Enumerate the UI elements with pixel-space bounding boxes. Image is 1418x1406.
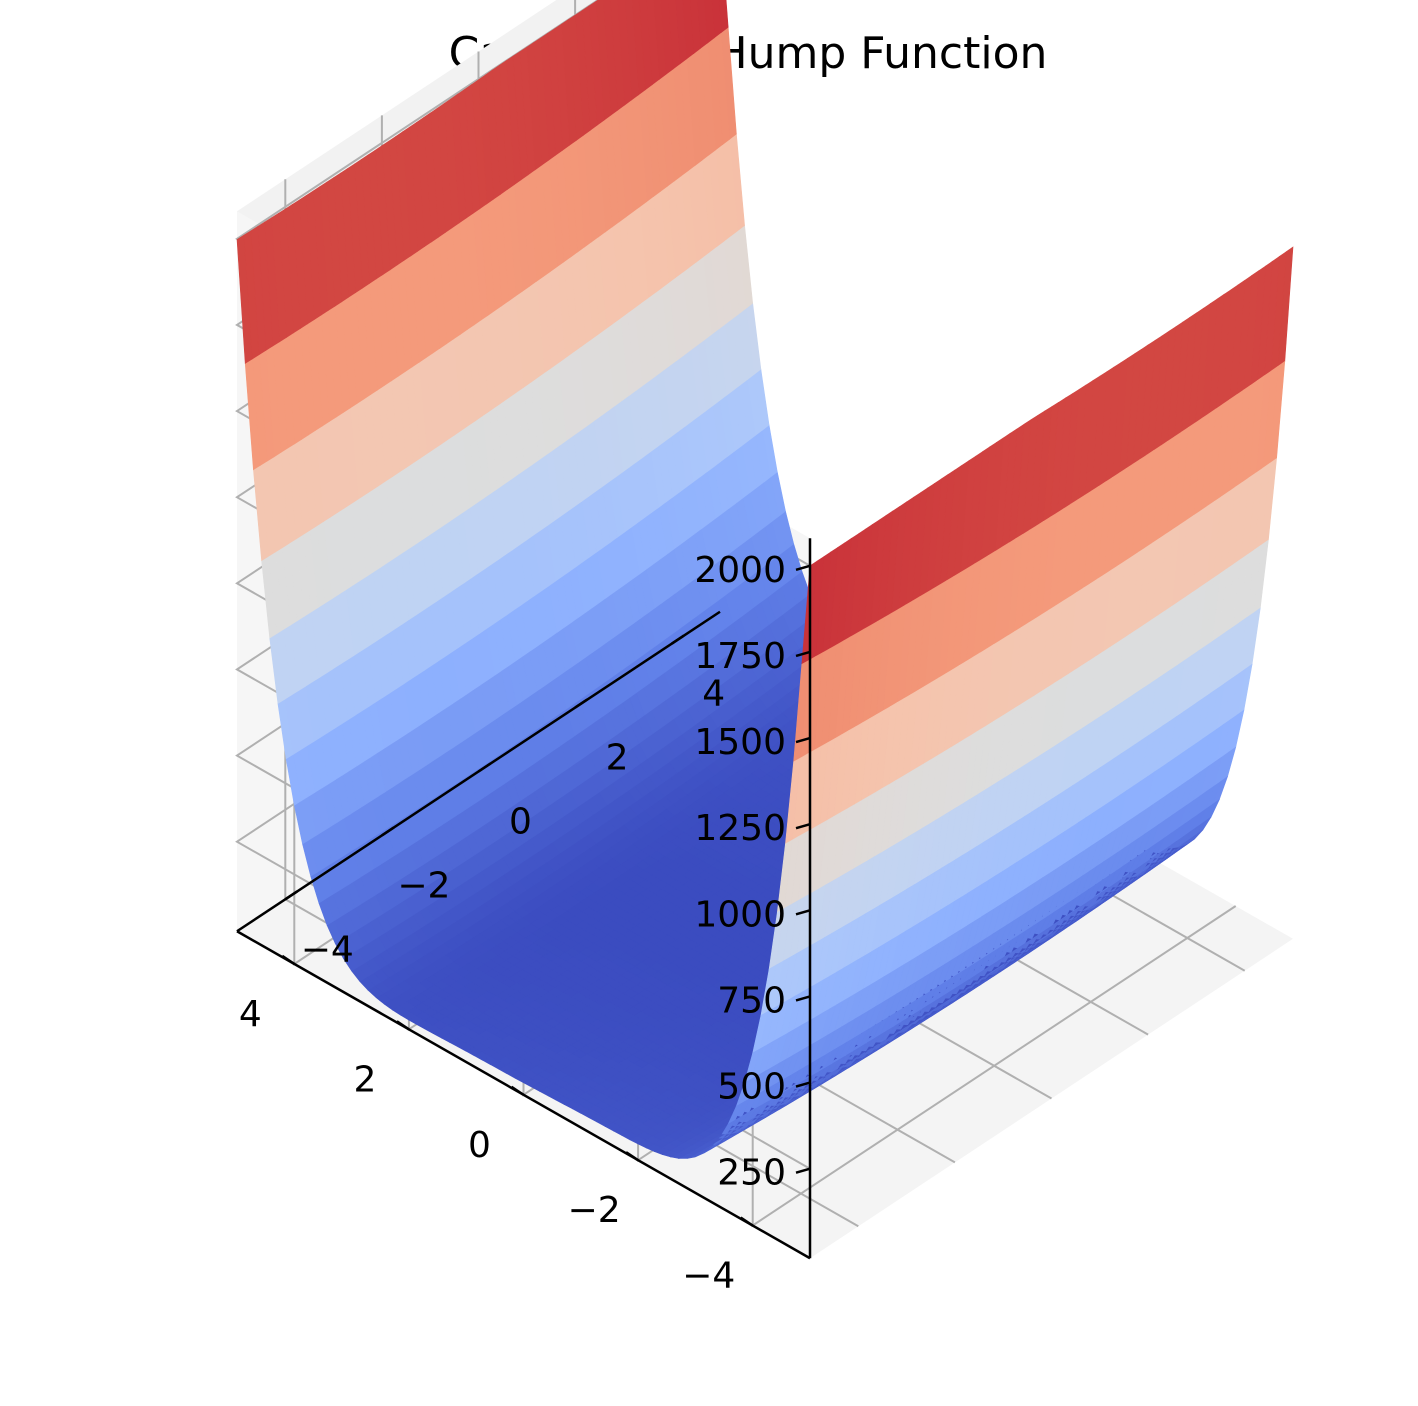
x-tick-label: 2: [353, 1059, 376, 1100]
x-tick-label: 0: [468, 1125, 491, 1166]
z-tick-label: 500: [717, 1067, 786, 1108]
y-tick-label: 2: [606, 738, 629, 779]
y-tick-label: −2: [397, 865, 450, 906]
x-tick-label: −2: [568, 1190, 621, 1231]
z-tick-label: 250: [717, 1153, 786, 1194]
surface-plot: [236, 0, 1294, 1159]
y-tick-label: 4: [702, 674, 725, 715]
z-tick-label: 1750: [694, 636, 786, 677]
z-tick-label: 1500: [694, 722, 786, 763]
y-tick-label: 0: [509, 802, 532, 843]
y-tick-label: −4: [301, 929, 354, 970]
z-tick-label: 2000: [694, 550, 786, 591]
z-tick-label: 750: [717, 980, 786, 1021]
x-tick-label: −4: [682, 1256, 735, 1297]
x-tick-label: 4: [239, 994, 262, 1035]
z-tick-label: 1000: [694, 894, 786, 935]
z-tick-label: 1250: [694, 808, 786, 849]
